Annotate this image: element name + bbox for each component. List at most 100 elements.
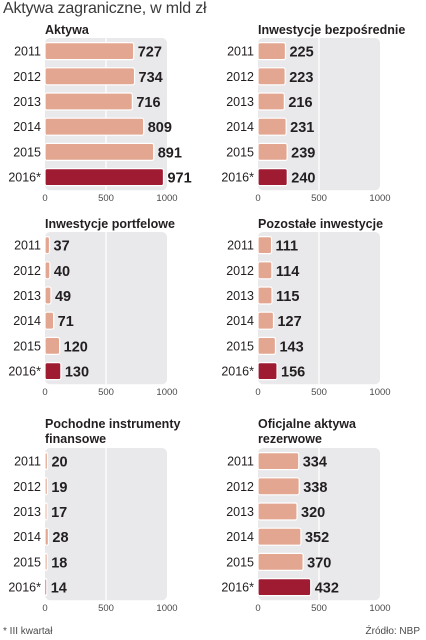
value-label: 19 <box>51 480 67 496</box>
category-label: 2014 <box>226 314 254 328</box>
value-label: 40 <box>54 264 70 280</box>
bar-2013 <box>257 502 298 521</box>
value-label: 143 <box>279 339 303 355</box>
category-label: 2015 <box>13 145 41 159</box>
chart-title: Oficjalne aktywa <box>258 417 357 431</box>
source-note: Źródło: NBP <box>365 626 420 637</box>
value-label: 716 <box>136 95 160 111</box>
x-tick-label: 500 <box>98 193 114 204</box>
value-label: 240 <box>291 171 315 187</box>
category-label: 2012 <box>13 480 41 494</box>
page-title: Aktywa zagraniczne, w mld zł <box>3 0 207 17</box>
value-label: 49 <box>55 289 71 305</box>
category-label: 2016* <box>221 581 254 595</box>
category-label: 2016* <box>221 171 254 185</box>
chart-title: Inwestycje bezpośrednie <box>258 23 405 37</box>
bar-2016 <box>44 362 62 381</box>
value-label: 727 <box>138 45 162 61</box>
category-label: 2011 <box>227 455 254 469</box>
bar-2011 <box>44 42 135 61</box>
x-tick-label: 1000 <box>369 387 390 398</box>
category-label: 2016* <box>8 581 41 595</box>
value-label: 28 <box>52 530 68 546</box>
value-label: 352 <box>305 530 329 546</box>
x-tick-label: 1000 <box>156 193 177 204</box>
x-tick-label: 0 <box>255 193 260 204</box>
value-label: 370 <box>307 555 331 571</box>
chart-panel-aktywa: Aktywa 2011 727 2012 734 2013 716 2014 809 2015 89… <box>8 23 191 204</box>
category-label: 2011 <box>14 455 41 469</box>
bar-2011 <box>257 42 287 61</box>
category-label: 2014 <box>13 314 41 328</box>
value-label: 37 <box>54 239 70 255</box>
category-label: 2014 <box>13 120 41 134</box>
bar-2011 <box>257 236 273 255</box>
category-label: 2013 <box>13 95 41 109</box>
value-label: 71 <box>58 314 74 330</box>
x-tick-label: 500 <box>311 603 327 614</box>
x-tick-label: 500 <box>98 387 114 398</box>
x-tick-label: 500 <box>311 387 327 398</box>
value-label: 231 <box>290 120 314 136</box>
value-label: 115 <box>276 289 299 305</box>
category-label: 2015 <box>13 555 41 569</box>
x-tick-label: 1000 <box>156 603 177 614</box>
value-label: 130 <box>65 365 89 381</box>
bar-2013 <box>44 502 48 521</box>
category-label: 2014 <box>226 530 254 544</box>
x-tick-label: 500 <box>311 193 327 204</box>
bar-2014 <box>44 527 50 546</box>
value-label: 223 <box>289 70 313 86</box>
bar-2012 <box>44 67 136 86</box>
x-tick-label: 0 <box>255 603 260 614</box>
bar-2015 <box>44 336 61 356</box>
bar-2014 <box>44 117 145 136</box>
bar-2014 <box>44 311 55 330</box>
chart-title: Pozostałe inwestycje <box>258 217 383 231</box>
bar-2016 <box>257 168 288 187</box>
bar-2014 <box>257 311 275 330</box>
category-label: 2013 <box>13 289 41 303</box>
bar-2012 <box>44 477 48 496</box>
bar-2014 <box>257 527 302 546</box>
value-label: 156 <box>281 365 305 381</box>
category-label: 2015 <box>13 339 41 353</box>
chart-panel-pozostale-inwestycje: Pozostałe inwestycje 2011 111 2012 114 2013 11… <box>221 217 390 398</box>
value-label: 734 <box>139 70 163 86</box>
bar-2011 <box>257 451 300 471</box>
bar-2013 <box>257 286 273 305</box>
chart-title: Inwestycje portfelowe <box>45 217 175 231</box>
category-label: 2015 <box>226 145 254 159</box>
category-label: 2013 <box>226 95 254 109</box>
value-label: 20 <box>51 455 67 471</box>
category-label: 2012 <box>226 70 254 84</box>
category-label: 2012 <box>13 70 41 84</box>
bar-2012 <box>257 261 273 280</box>
x-tick-label: 0 <box>42 387 47 398</box>
category-label: 2016* <box>8 171 41 185</box>
category-label: 2013 <box>13 505 41 519</box>
value-label: 239 <box>291 145 315 161</box>
category-label: 2012 <box>226 480 254 494</box>
chart-panel-inwestycje-bezposrednie: Inwestycje bezpośrednie 2011 225 2012 223 201… <box>221 23 405 204</box>
value-label: 127 <box>277 314 301 330</box>
value-label: 334 <box>303 455 327 471</box>
category-label: 2012 <box>13 264 41 278</box>
bar-2012 <box>44 261 51 280</box>
category-label: 2013 <box>226 289 254 303</box>
value-label: 114 <box>276 264 299 280</box>
category-label: 2012 <box>226 264 254 278</box>
chart-title: finansowe <box>45 432 106 446</box>
x-tick-label: 0 <box>255 387 260 398</box>
category-label: 2015 <box>226 339 254 353</box>
value-label: 809 <box>148 120 172 136</box>
value-label: 17 <box>51 505 67 521</box>
category-label: 2011 <box>227 45 254 59</box>
value-label: 111 <box>276 239 299 255</box>
value-label: 225 <box>289 45 313 61</box>
chart-title: rezerwowe <box>258 432 322 446</box>
value-label: 120 <box>64 339 88 355</box>
value-label: 971 <box>167 171 191 187</box>
